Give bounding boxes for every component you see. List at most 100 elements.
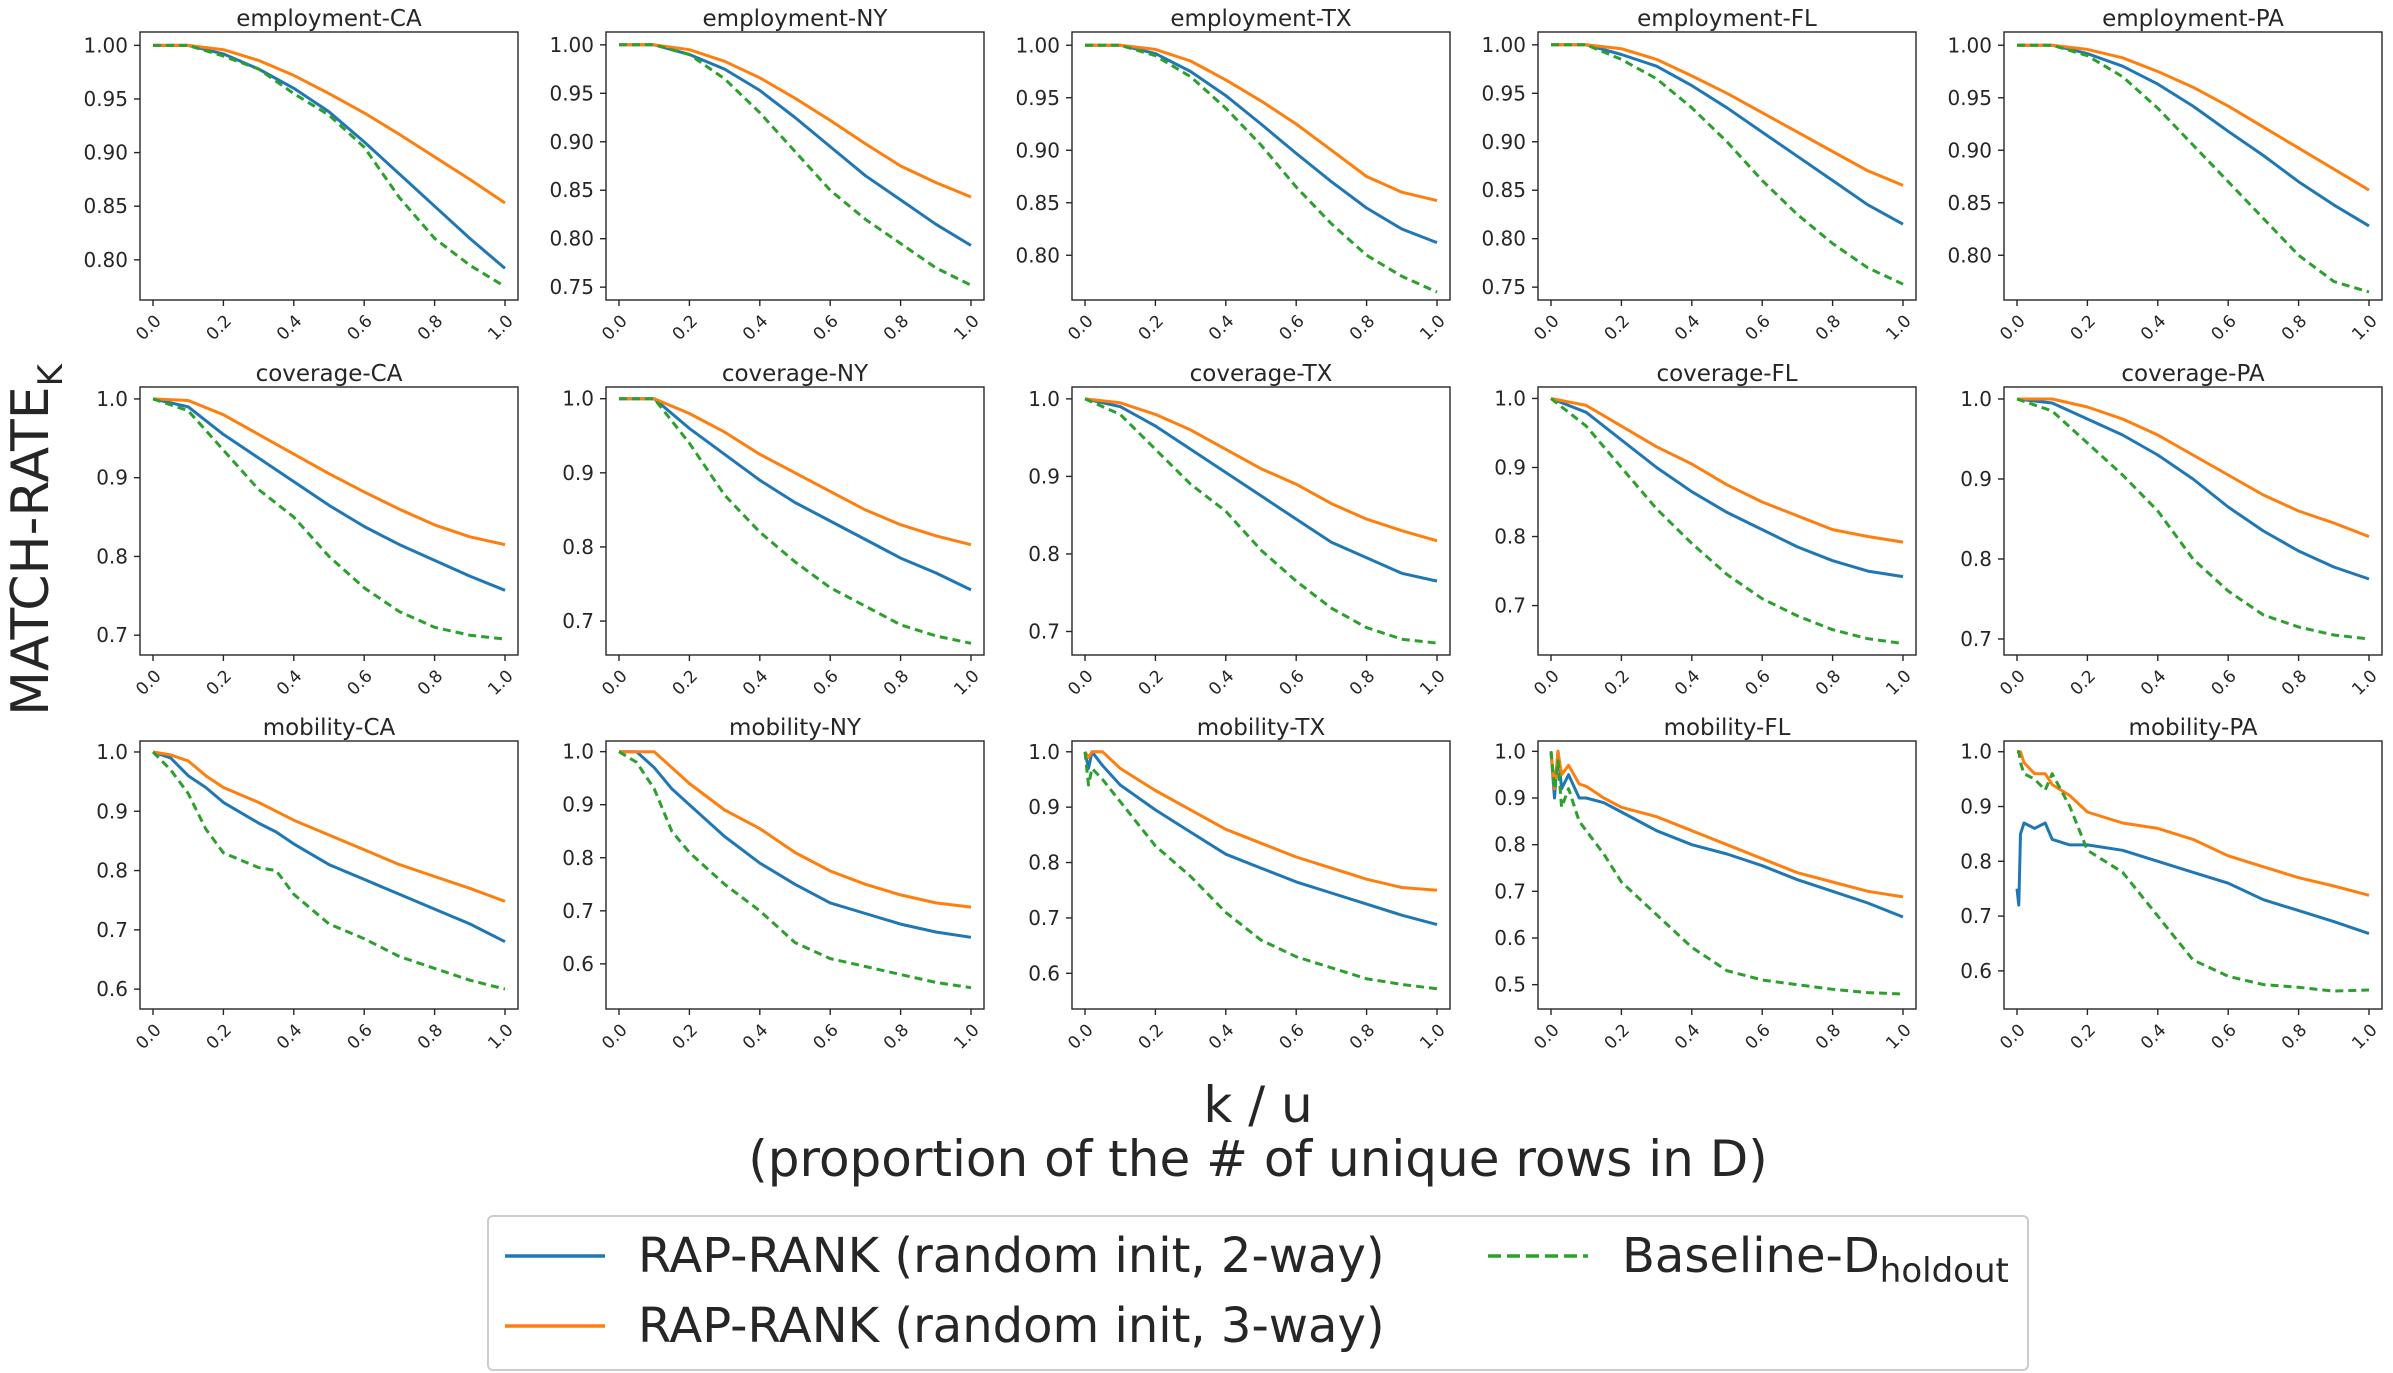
subplot-mobility-TX: mobility-TX 1.0 0.9 0.8 0.7 0.6 0.0 0.2 0.4 0.6 0.… [1028, 715, 1451, 1054]
x-tick-label: 0.0 [1996, 311, 2029, 344]
x-tick-label: 1.0 [2348, 666, 2381, 699]
y-tick-label: 0.80 [549, 227, 594, 251]
x-tick-label: 0.0 [132, 311, 165, 344]
legend: RAP-RANK (random init, 2-way) RAP-RANK (… [487, 1215, 2029, 1371]
x-tick-label: 0.0 [1530, 666, 1563, 699]
y-tick-label: 1.00 [549, 33, 594, 57]
x-tick-label: 1.0 [1882, 1020, 1915, 1053]
x-tick-label: 0.6 [1275, 666, 1308, 699]
y-tick-label: 1.00 [1947, 33, 1992, 57]
legend-label-3way: RAP-RANK (random init, 3-way) [638, 1298, 1385, 1354]
x-tick-label: 0.4 [273, 311, 306, 344]
x-tick-label: 1.0 [1882, 311, 1915, 344]
series-line-baseline [618, 750, 972, 990]
x-tick-label: 1.0 [950, 1020, 983, 1053]
x-axis-label-line2: (proportion of the # of unique rows in D… [748, 1130, 1767, 1188]
series-line-baseline [1549, 751, 1904, 996]
subplot-title: mobility-PA [2129, 715, 2258, 741]
plot-frame [1537, 740, 1917, 1010]
series-line-baseline [619, 43, 972, 287]
x-tick-label: 1.0 [484, 311, 517, 344]
subplot-coverage-CA: coverage-CA 1.0 0.9 0.8 0.70.0 0.2 0.4 0.6 0.8 1.… [96, 361, 519, 700]
y-tick-label: 0.9 [96, 466, 128, 490]
x-tick-label: 0.4 [1671, 311, 1704, 344]
y-tick-label: 0.95 [549, 81, 594, 105]
y-tick-label: 0.90 [1947, 138, 1992, 162]
y-tick-label: 0.8 [1028, 851, 1060, 875]
x-tick-label: 0.0 [1996, 1020, 2029, 1053]
x-tick-label: 0.2 [669, 1020, 702, 1053]
x-tick-label: 0.4 [1205, 1020, 1238, 1053]
y-tick-label: 0.85 [549, 178, 594, 202]
x-tick-label: 1.0 [2348, 1020, 2381, 1053]
series-line-baseline [619, 397, 972, 645]
x-tick-label: 0.6 [343, 1020, 376, 1053]
subplot-title: employment-TX [1170, 6, 1352, 32]
x-tick-label: 0.2 [669, 666, 702, 699]
x-tick-label: 0.8 [1812, 1020, 1845, 1053]
y-tick-label: 1.0 [96, 387, 128, 411]
x-tick-label: 1.0 [950, 311, 983, 344]
x-tick-label: 0.8 [2278, 666, 2311, 699]
subplot-title: mobility-TX [1197, 715, 1326, 741]
series-line-2way [2015, 821, 2370, 936]
y-tick-label: 0.8 [96, 544, 128, 568]
plot-frame [2003, 386, 2383, 656]
y-tick-label: 0.5 [1494, 973, 1526, 997]
subplot-employment-CA: employment-CA 1.00 0.95 0.90 0.85 0.80 0.0 0.2 0… [83, 6, 519, 345]
x-tick-label: 0.4 [1205, 666, 1238, 699]
series-line-3way [619, 750, 972, 909]
x-tick-label: 0.0 [1530, 1020, 1563, 1053]
y-tick-label: 1.0 [1028, 740, 1060, 764]
y-tick-label: 0.8 [562, 846, 594, 870]
plot-frame [2003, 31, 2383, 301]
subplot-coverage-PA: coverage-PA 1.0 0.9 0.8 0.70.0 0.2 0.4 0.6 0.8 1.… [1960, 361, 2383, 700]
series-line-2way [1549, 749, 1904, 919]
x-tick-label: 0.0 [132, 1020, 165, 1053]
plot-frame [1537, 31, 1917, 301]
subplot-title: employment-FL [1637, 6, 1817, 32]
x-tick-label: 0.4 [273, 666, 306, 699]
series-line-3way [153, 43, 506, 205]
subplot-title: coverage-TX [1190, 361, 1333, 387]
y-tick-label: 1.00 [1015, 33, 1060, 57]
series-line-3way [152, 397, 506, 547]
series-line-baseline [2016, 397, 2370, 641]
x-tick-label: 0.4 [273, 1020, 306, 1053]
x-tick-label: 1.0 [484, 666, 517, 699]
x-tick-label: 0.6 [809, 311, 842, 344]
plot-frame [1071, 740, 1451, 1010]
x-tick-label: 0.8 [880, 666, 913, 699]
series-line-3way [2017, 43, 2370, 192]
y-tick-label: 0.85 [1481, 178, 1526, 202]
y-tick-label: 1.0 [562, 740, 594, 764]
x-tick-label: 1.0 [2348, 311, 2381, 344]
series-line-3way [619, 43, 972, 199]
series-line-baseline [2017, 750, 2370, 993]
x-tick-label: 0.8 [880, 1020, 913, 1053]
y-tick-label: 0.7 [1494, 879, 1526, 903]
x-tick-label: 0.2 [669, 311, 702, 344]
x-tick-label: 1.0 [1882, 666, 1915, 699]
y-tick-label: 0.9 [1960, 467, 1992, 491]
x-tick-label: 0.4 [739, 1020, 772, 1053]
y-tick-label: 0.9 [1494, 786, 1526, 810]
x-tick-label: 0.4 [739, 666, 772, 699]
y-tick-label: 0.9 [1028, 464, 1060, 488]
plot-frame [139, 740, 519, 1010]
y-tick-label: 0.95 [1015, 86, 1060, 110]
y-tick-label: 0.8 [96, 859, 128, 883]
x-tick-label: 0.6 [2207, 666, 2240, 699]
x-tick-label: 0.8 [1346, 1020, 1379, 1053]
x-tick-label: 1.0 [950, 666, 983, 699]
y-tick-label: 0.6 [562, 952, 594, 976]
x-tick-label: 0.4 [1205, 311, 1238, 344]
y-tick-label: 1.0 [1960, 387, 1992, 411]
subplot-employment-TX: employment-TX 1.00 0.95 0.90 0.85 0.80 0.0 0.2 0… [1015, 6, 1451, 345]
x-tick-label: 0.6 [343, 311, 376, 344]
y-axis-label-subscript: K [31, 362, 71, 386]
series-line-baseline [1551, 43, 1904, 286]
y-tick-label: 0.90 [1481, 130, 1526, 154]
plot-frame [1071, 386, 1451, 656]
